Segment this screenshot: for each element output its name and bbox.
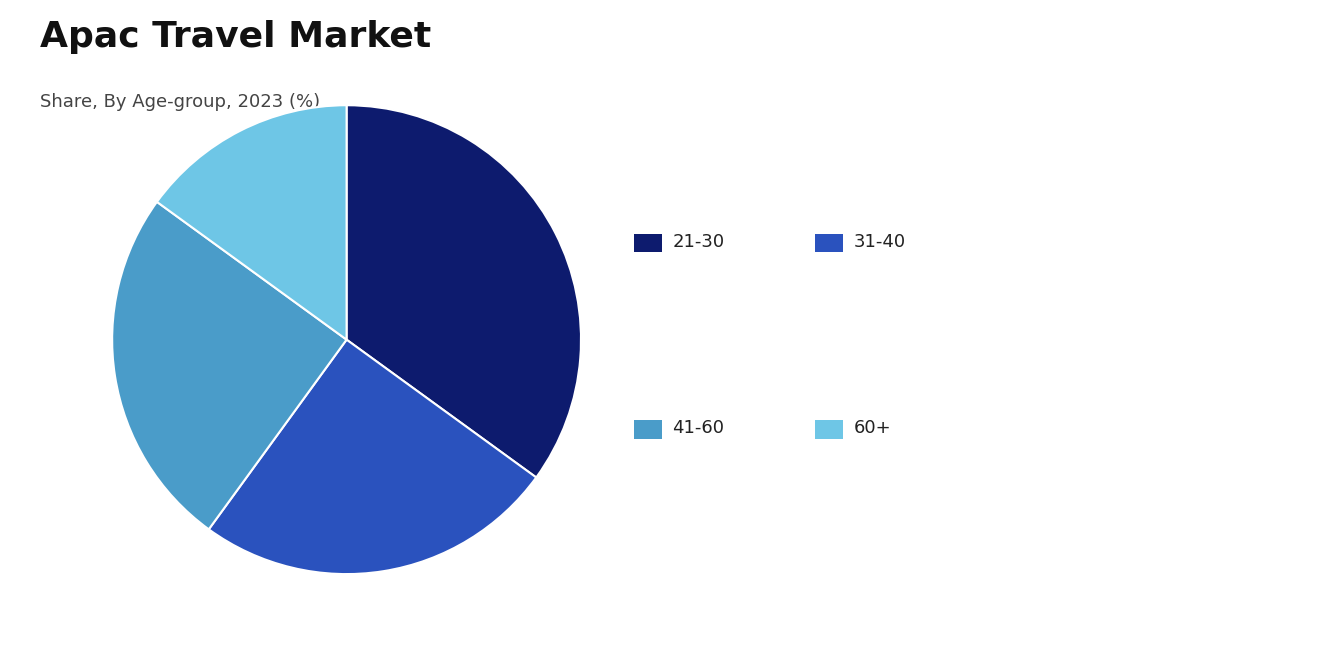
Text: WIDE RANGE OF GLOBAL MARKET REPORTS: WIDE RANGE OF GLOBAL MARKET REPORTS [1118,77,1254,82]
Bar [635,420,663,439]
Text: 41-60: 41-60 [672,419,724,438]
Text: 21-30: 21-30 [672,232,724,251]
Text: 472.2: 472.2 [1086,187,1253,239]
Text: Apac Travel Market: Apac Travel Market [40,20,432,54]
Bar [635,234,663,252]
Wedge shape [347,105,581,478]
Text: 60+: 60+ [853,419,890,438]
Wedge shape [209,340,536,574]
Bar [816,420,844,439]
Bar [816,234,844,252]
Wedge shape [157,105,347,340]
Text: 5.2%: 5.2% [1097,377,1242,429]
Text: CAGR
2023-2033: CAGR 2023-2033 [1124,452,1216,488]
Text: 31-40: 31-40 [853,232,905,251]
Text: MarketResearch: MarketResearch [1125,40,1246,53]
Text: $: $ [1156,517,1184,555]
Text: Share, By Age-group, 2023 (%): Share, By Age-group, 2023 (%) [40,93,320,111]
Wedge shape [112,202,347,529]
Text: Total Market Size
(USD Billion), 2023: Total Market Size (USD Billion), 2023 [1089,278,1250,314]
